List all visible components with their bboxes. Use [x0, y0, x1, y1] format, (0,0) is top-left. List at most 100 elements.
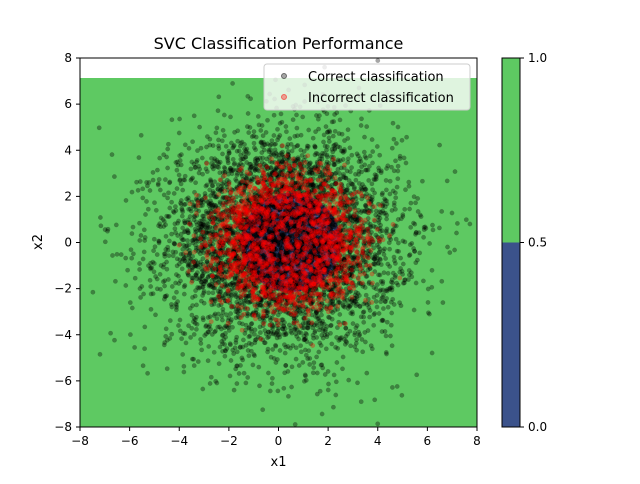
point-correct [402, 206, 408, 212]
point-correct [279, 158, 285, 164]
point-correct [343, 325, 349, 331]
plot-area [79, 57, 478, 428]
point-correct [212, 280, 218, 286]
point-correct [364, 302, 370, 308]
point-correct [268, 271, 274, 277]
point-correct [277, 206, 283, 212]
point-correct [324, 147, 329, 153]
point-correct [261, 313, 267, 319]
point-correct [327, 264, 333, 270]
point-correct [327, 261, 333, 267]
point-correct [270, 346, 276, 352]
point-correct [395, 124, 401, 130]
point-correct [350, 283, 356, 289]
point-correct [292, 248, 298, 254]
point-correct [136, 155, 142, 161]
point-correct [280, 213, 286, 219]
point-correct [314, 370, 320, 376]
point-correct [276, 232, 282, 238]
point-correct [171, 295, 177, 301]
point-correct [321, 217, 327, 223]
point-correct [243, 277, 249, 283]
point-correct [323, 124, 329, 130]
point-correct [281, 200, 287, 206]
point-correct [98, 223, 104, 229]
point-correct [127, 300, 133, 306]
point-correct [356, 180, 362, 186]
point-correct [294, 112, 299, 118]
point-correct [276, 202, 282, 208]
point-correct [286, 322, 292, 328]
point-correct [189, 356, 195, 362]
point-correct [302, 228, 308, 234]
point-correct [223, 143, 229, 149]
point-correct [205, 358, 211, 364]
point-correct [262, 185, 268, 191]
point-correct [304, 291, 310, 297]
point-correct [163, 326, 169, 332]
point-correct [292, 258, 298, 264]
point-correct [294, 125, 300, 131]
point-correct [272, 189, 278, 195]
point-correct [145, 206, 151, 212]
point-correct [123, 255, 129, 261]
point-correct [165, 195, 171, 201]
point-correct [158, 215, 164, 221]
point-correct [324, 152, 330, 158]
point-correct [128, 247, 134, 253]
point-correct [207, 241, 213, 247]
point-correct [413, 260, 419, 266]
point-correct [222, 353, 228, 359]
point-correct [408, 224, 414, 230]
point-correct [167, 205, 173, 211]
point-correct [283, 224, 289, 230]
point-correct [292, 161, 298, 167]
point-correct [247, 268, 253, 274]
point-correct [375, 260, 381, 266]
point-correct [298, 343, 304, 349]
point-correct [177, 257, 183, 263]
point-correct [400, 238, 406, 244]
point-correct [361, 319, 367, 325]
point-correct [223, 323, 229, 329]
point-correct [310, 237, 316, 243]
point-correct [211, 193, 217, 199]
point-correct [281, 385, 287, 391]
point-correct [296, 363, 302, 368]
point-correct [293, 345, 299, 351]
point-correct [312, 164, 318, 170]
point-correct [331, 191, 337, 197]
point-correct [273, 342, 278, 348]
point-correct [154, 276, 160, 282]
point-correct [333, 344, 339, 350]
point-correct [194, 302, 199, 308]
point-correct [400, 271, 406, 277]
point-correct [199, 279, 205, 285]
point-correct [281, 332, 287, 338]
point-correct [413, 280, 419, 286]
point-correct [222, 341, 228, 347]
point-correct [375, 58, 381, 64]
point-correct [193, 326, 199, 332]
point-correct [263, 284, 269, 290]
point-correct [164, 266, 170, 272]
point-correct [181, 369, 187, 375]
point-correct [287, 276, 293, 282]
point-correct [217, 227, 223, 233]
point-correct [252, 285, 258, 291]
point-correct [112, 278, 118, 284]
point-correct [220, 306, 226, 312]
point-correct [280, 283, 286, 289]
point-correct [307, 160, 313, 166]
point-correct [295, 142, 301, 148]
point-correct [256, 122, 262, 128]
point-correct [340, 302, 346, 308]
point-correct [417, 250, 423, 256]
point-correct [358, 314, 364, 320]
point-correct [328, 330, 333, 336]
point-correct [165, 165, 171, 171]
point-correct [304, 159, 310, 165]
point-correct [232, 129, 238, 135]
point-correct [342, 295, 348, 301]
point-correct [228, 358, 234, 363]
